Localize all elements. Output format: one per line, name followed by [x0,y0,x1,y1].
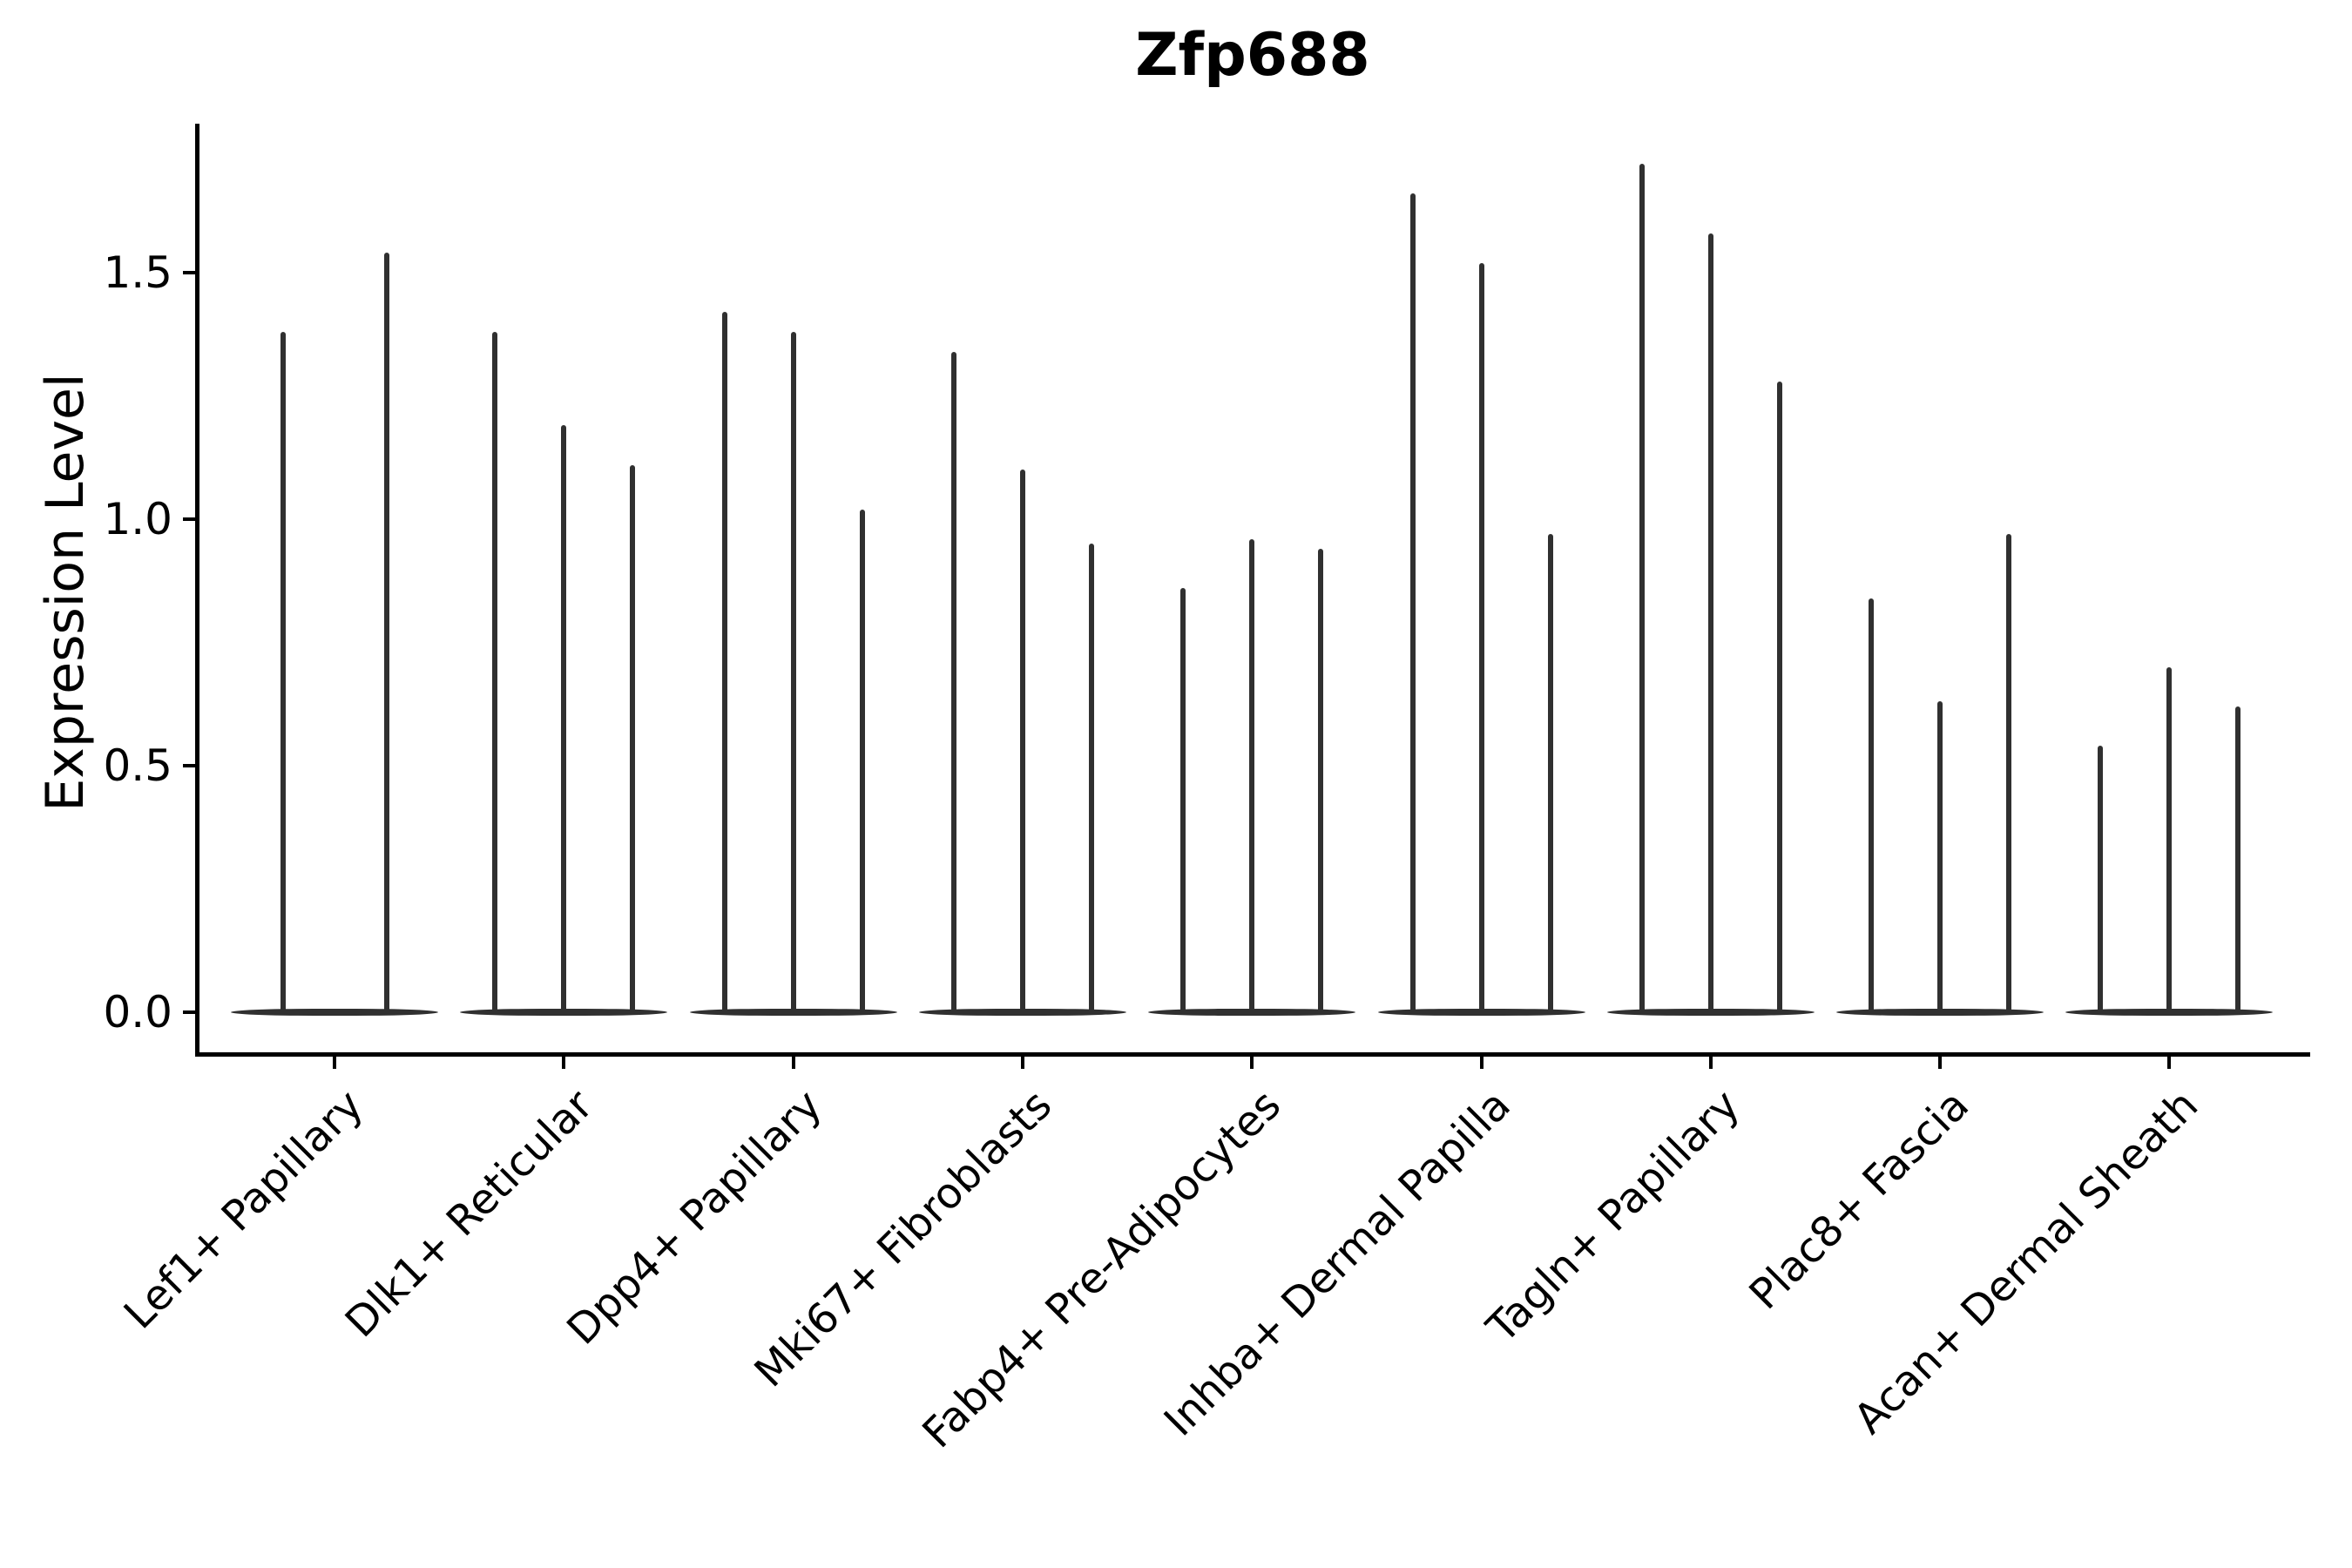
x-tick [2167,1057,2172,1069]
x-tick [1020,1057,1024,1069]
x-tick [1708,1057,1713,1069]
y-tick [183,517,195,521]
x-tick [791,1057,795,1069]
violin-spike [2166,666,2173,1014]
violin-spike [1478,262,1484,1014]
x-tick-label: Dlk1+ Reticular [335,1080,603,1348]
violin-spike [2098,746,2104,1014]
violin-spike [1409,193,1416,1014]
violin-spike [1019,470,1025,1014]
violin-spike [859,509,865,1014]
violin-spike [1547,533,1553,1014]
violin-spike [2235,706,2241,1014]
violin-spike [1937,701,1943,1014]
violin-spike [1639,164,1645,1014]
violin-spike [492,331,498,1014]
x-tick [1938,1057,1943,1069]
y-tick-label: 1.5 [103,247,172,298]
y-tick-label: 1.0 [103,494,172,544]
y-tick [183,1010,195,1014]
y-axis-spine [195,124,199,1057]
violin-spike [383,253,389,1014]
y-tick-label: 0.5 [103,740,172,791]
violin-spike [790,331,796,1014]
violin-base [231,1009,438,1016]
chart-title: Zfp688 [1135,21,1370,90]
x-axis-spine [195,1052,2310,1057]
x-tick-label: Dpp4+ Papillary [558,1080,832,1355]
violin-spike [1707,233,1713,1014]
y-axis-label: Expression Level [35,373,96,812]
x-tick-label: Plac8+ Fascia [1740,1080,1979,1320]
x-tick-label: Lef1+ Papillary [115,1080,374,1339]
violin-spike [1318,548,1324,1014]
x-tick-label: Tagln+ Papillary [1477,1080,1749,1353]
violin-spike [1869,598,1875,1014]
x-tick [333,1057,336,1069]
violin-spike [630,464,636,1014]
violin-spike [1776,381,1782,1014]
violin-spike [1088,544,1094,1014]
x-tick [1250,1057,1254,1069]
violin-spike [1249,538,1255,1014]
x-tick [562,1057,566,1069]
y-tick [183,271,195,274]
violin-spike [721,312,727,1014]
violin-spike [950,351,956,1014]
violin-spike [280,331,286,1014]
violin-spike [2006,533,2012,1014]
x-tick [1479,1057,1484,1069]
y-tick [183,764,195,767]
violin-spike [561,425,567,1014]
y-tick-label: 0.0 [103,987,172,1037]
violin-spike [1180,588,1186,1014]
